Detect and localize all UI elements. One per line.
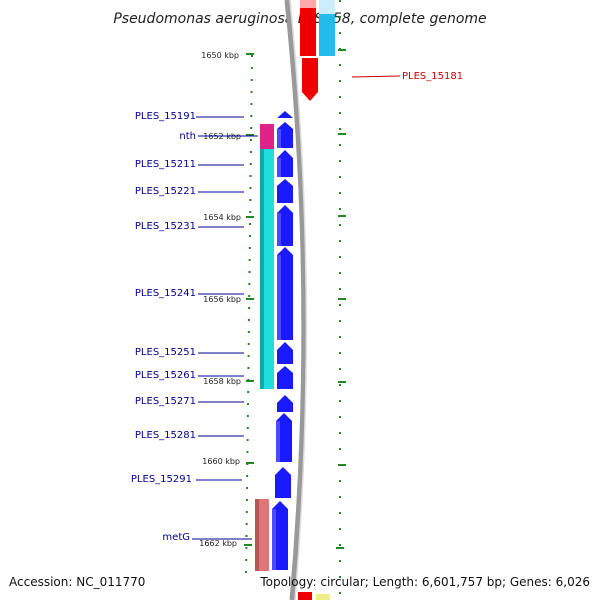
label-PLES_15241[interactable]: PLES_15241	[135, 288, 196, 299]
label-PLES_15291[interactable]: PLES_15291	[131, 474, 192, 485]
label-metG[interactable]: metG	[162, 532, 190, 543]
scale-ticks-right	[336, 49, 346, 549]
label-PLES_15281[interactable]: PLES_15281	[135, 430, 196, 441]
scale-label-1656: 1656 kbp	[203, 295, 241, 304]
gene-yellow-bottom[interactable]	[316, 594, 330, 600]
scale-label-1650: 1650 kbp	[201, 51, 239, 60]
genome-backbone	[284, 0, 307, 600]
nth-feature[interactable]	[260, 124, 274, 149]
gene-red-bottom[interactable]	[298, 592, 312, 600]
scale-label-1662: 1662 kbp	[199, 539, 237, 548]
cds-cyan-shade	[260, 148, 264, 389]
label-PLES_15191[interactable]: PLES_15191	[135, 111, 196, 122]
gene-arrow-15271[interactable]	[277, 395, 293, 412]
gene-arrow-15251[interactable]	[277, 342, 293, 364]
accession-text: Accession: NC_011770	[9, 575, 145, 589]
topology-text: Topology: circular; Length: 6,601,757 bp…	[259, 575, 590, 589]
left-dotted-guide	[245, 54, 253, 581]
scale-label-1658: 1658 kbp	[203, 377, 241, 386]
gene-labels-left	[192, 116, 258, 540]
metG-shade	[255, 499, 259, 571]
gene-PLES_15181[interactable]	[302, 58, 318, 101]
label-PLES_15261[interactable]: PLES_15261	[135, 370, 196, 381]
genome-backbone-inner	[289, 0, 308, 600]
forward-gene-track	[272, 111, 293, 570]
gene-shading	[272, 129, 281, 570]
gene-cyan-top-highlight	[319, 0, 335, 14]
leader-PLES_15181	[351, 75, 401, 78]
label-PLES_15211[interactable]: PLES_15211	[135, 159, 196, 170]
gene-red-top[interactable]	[300, 0, 316, 56]
label-PLES_15221[interactable]: PLES_15221	[135, 186, 196, 197]
gene-arrow-15261[interactable]	[277, 366, 293, 389]
gene-red-top-highlight	[300, 0, 316, 8]
gene-arrow-15191[interactable]	[277, 111, 293, 118]
label-nth[interactable]: nth	[179, 131, 196, 142]
scale-label-1660: 1660 kbp	[202, 457, 240, 466]
scale-ticks	[244, 53, 254, 546]
label-PLES_15231[interactable]: PLES_15231	[135, 221, 196, 232]
gene-arrow-15291[interactable]	[275, 467, 291, 498]
scale-label-1654: 1654 kbp	[203, 213, 241, 222]
label-PLES_15181[interactable]: PLES_15181	[402, 71, 463, 82]
label-PLES_15271[interactable]: PLES_15271	[135, 396, 196, 407]
label-PLES_15251[interactable]: PLES_15251	[135, 347, 196, 358]
gene-arrow-15221[interactable]	[277, 179, 293, 203]
